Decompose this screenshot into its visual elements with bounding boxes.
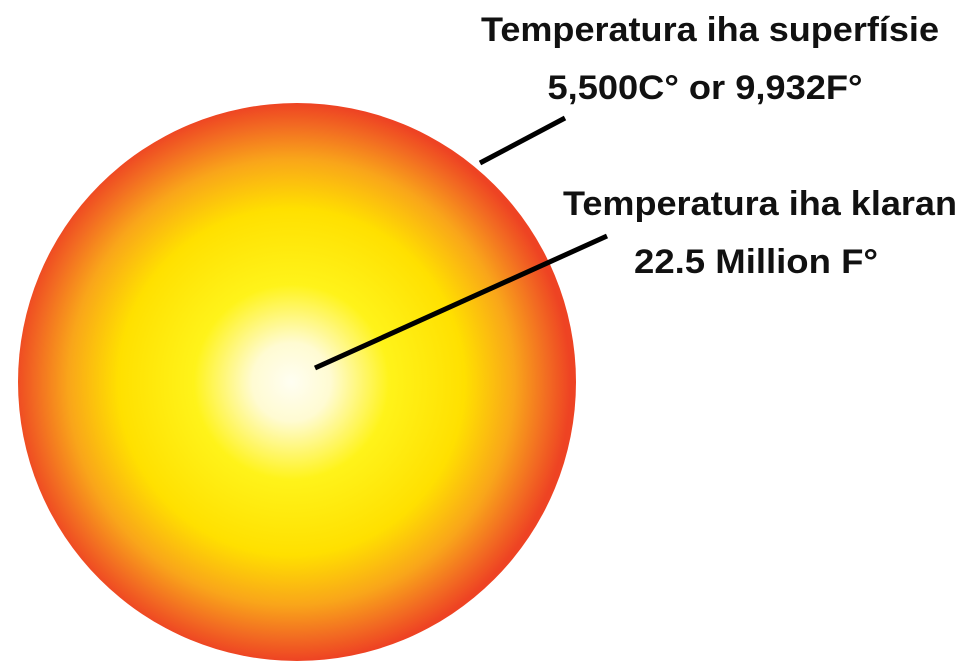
surface-label: Temperatura iha superfísie [481,11,939,49]
sun-diagram: Temperatura iha superfísie 5,500C° or 9,… [0,0,967,662]
surface-pointer [480,118,565,163]
core-label: Temperatura iha klaran [563,185,957,223]
core-value: 22.5 Million F° [634,243,878,281]
surface-value: 5,500C° or 9,932F° [548,69,863,107]
sun [18,103,576,661]
